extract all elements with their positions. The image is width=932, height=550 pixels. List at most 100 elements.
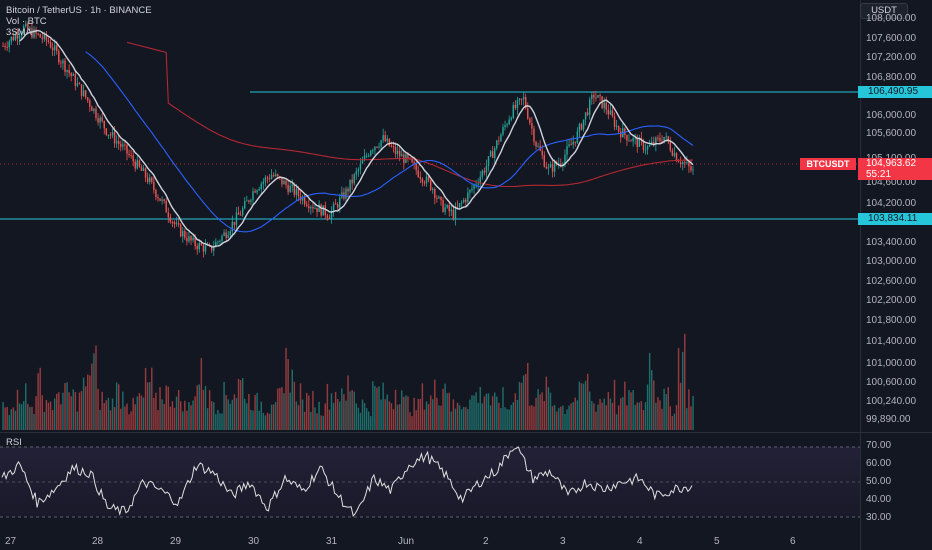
- candle: [62, 60, 64, 64]
- candle: [213, 247, 215, 251]
- volume-bar: [351, 389, 353, 430]
- candle: [390, 145, 393, 147]
- volume-bar: [380, 399, 382, 430]
- volume-bar: [142, 397, 145, 430]
- candle: [336, 204, 339, 208]
- candle: [235, 212, 238, 225]
- volume-bar: [324, 403, 327, 430]
- volume-bar: [609, 398, 612, 430]
- candle: [448, 205, 450, 212]
- candle: [462, 199, 465, 203]
- volume-bar: [248, 393, 250, 430]
- candle: [275, 174, 277, 176]
- volume-bar: [10, 409, 13, 430]
- candle: [80, 84, 83, 96]
- candle: [667, 136, 669, 143]
- volume-bar: [223, 381, 225, 430]
- candle: [248, 200, 250, 202]
- volume-bar: [419, 398, 422, 430]
- volume-bar: [310, 411, 312, 430]
- volume-bar: [469, 399, 471, 430]
- volume-bar: [190, 405, 192, 430]
- candle: [421, 178, 424, 183]
- volume-bar: [365, 408, 368, 430]
- candle: [500, 134, 502, 142]
- candle: [630, 140, 632, 142]
- volume-bar: [56, 393, 58, 430]
- volume-bar: [66, 382, 68, 430]
- volume-bar: [570, 403, 572, 430]
- volume-bar: [456, 402, 459, 430]
- currency-button[interactable]: USDT: [860, 3, 908, 19]
- volume-bar: [279, 387, 281, 430]
- volume-bar: [690, 406, 692, 430]
- volume-bar: [539, 394, 541, 430]
- candle: [188, 235, 190, 242]
- volume-bar: [502, 387, 504, 430]
- volume-bar: [130, 411, 132, 430]
- candle: [481, 170, 484, 177]
- volume-bar: [153, 398, 155, 430]
- rsi-tick-label: 40.00: [866, 494, 892, 505]
- rsi-title[interactable]: RSI: [6, 437, 22, 448]
- volume-bar: [64, 383, 66, 430]
- volume-label[interactable]: Vol · BTC: [6, 16, 47, 27]
- candle: [460, 202, 463, 204]
- volume-bar: [684, 333, 686, 430]
- candle: [493, 148, 496, 158]
- candle: [547, 167, 550, 169]
- volume-bar: [25, 383, 27, 430]
- volume-bar: [504, 407, 506, 430]
- volume-bar: [47, 402, 50, 430]
- volume-bar: [493, 392, 496, 430]
- volume-bar: [661, 408, 663, 430]
- candle: [510, 117, 512, 120]
- candle: [186, 238, 188, 242]
- candle: [349, 179, 351, 192]
- current-price-badge: 104,963.62 55:21: [858, 158, 932, 180]
- candle: [347, 188, 349, 192]
- volume-bar: [411, 416, 413, 430]
- candle: [198, 242, 201, 250]
- candle: [551, 164, 554, 172]
- volume-bar: [531, 405, 533, 430]
- volume-bar: [208, 390, 211, 430]
- price-tick-label: 99,890.00: [866, 414, 911, 425]
- volume-bar: [254, 394, 256, 430]
- candle: [51, 47, 54, 51]
- candle: [599, 95, 601, 97]
- volume-bar: [628, 390, 630, 430]
- indicator-label[interactable]: 3SMA: [6, 27, 32, 38]
- volume-bar: [308, 395, 310, 430]
- candle: [506, 124, 508, 126]
- candle: [113, 132, 116, 144]
- volume-bar: [578, 381, 581, 430]
- volume-bar: [148, 382, 151, 430]
- candle: [593, 94, 595, 98]
- candle: [301, 197, 304, 201]
- candle: [384, 135, 386, 142]
- volume-bar: [151, 367, 153, 430]
- volume-bar: [316, 413, 318, 430]
- volume-bar: [188, 401, 190, 430]
- volume-bar: [126, 403, 128, 430]
- volume-bar: [322, 415, 324, 430]
- volume-bar: [481, 403, 484, 430]
- candle: [18, 36, 21, 39]
- pane-separator[interactable]: [0, 432, 932, 433]
- symbol-title[interactable]: Bitcoin / TetherUS · 1h · BINANCE: [6, 5, 152, 16]
- candle: [401, 154, 403, 157]
- chart-legend: Bitcoin / TetherUS · 1h · BINANCE Vol · …: [6, 5, 152, 38]
- price-chart[interactable]: [0, 0, 860, 550]
- candle: [570, 144, 572, 146]
- volume-bar: [159, 387, 161, 430]
- candle: [524, 97, 527, 109]
- volume-bar: [669, 406, 672, 430]
- candle: [595, 97, 597, 99]
- volume-bar: [496, 396, 498, 430]
- candle: [382, 135, 384, 141]
- volume-bar: [622, 397, 624, 430]
- volume-bar: [646, 384, 649, 430]
- time-tick-label: 6: [790, 536, 796, 547]
- candle: [146, 177, 149, 182]
